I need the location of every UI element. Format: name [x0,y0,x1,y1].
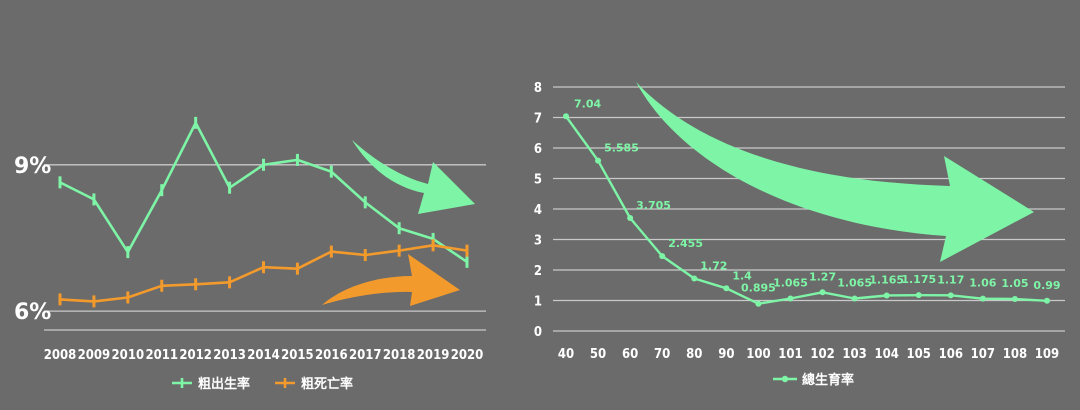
right-x-tick-label: 107 [971,347,995,362]
right-series-point [915,292,922,299]
right-x-tick-label: 105 [907,347,931,362]
right-x-tick-label: 108 [1003,347,1027,362]
right-y-tick-label: 2 [534,264,542,279]
right-data-label: 2.455 [668,237,703,250]
left-x-tick-label: 2015 [281,348,314,363]
right-series-point [851,295,858,302]
right-data-label: 1.065 [773,277,808,290]
right-series-point [627,214,634,221]
right-series-point [1011,295,1018,302]
right-y-tick-label: 5 [534,173,542,188]
left-x-tick-label: 2010 [112,348,145,363]
right-x-tick-label: 109 [1035,347,1059,362]
right-y-tick-label: 1 [534,295,542,310]
right-x-tick-label: 103 [842,347,866,362]
right-x-tick-label: 101 [778,347,802,362]
right-series-point [1044,297,1050,304]
left-chart-birth-death-rates: 9% 6% 2008 2009 2010 2011 2012 2013 2014 2015 2016… [14,116,486,392]
right-series-point [691,275,698,282]
right-y-tick-label: 3 [534,234,542,249]
right-data-label: 1.065 [837,277,872,290]
legend-label: 粗出生率 [198,376,250,392]
right-y-tick-label: 6 [534,142,542,157]
left-x-tick-label: 2008 [44,348,77,363]
left-x-tick-label: 2018 [383,348,416,363]
right-series-point [787,295,794,302]
right-x-tick-label: 70 [654,347,670,362]
right-trend-arrow [636,82,1034,262]
right-data-label: 1.175 [901,273,936,286]
right-data-label: 5.585 [604,142,639,155]
right-x-tick-label: 80 [686,347,702,362]
right-y-tick-label: 7 [534,112,542,127]
right-series-point [723,285,730,292]
left-x-tick-label: 2014 [247,348,280,363]
right-series-point [819,289,826,296]
right-x-tick-label: 104 [874,347,898,362]
left-series-line-0 [59,121,468,263]
left-axis: 9% 6% 2008 2009 2010 2011 2012 2013 2014 2015 2016… [14,154,483,363]
right-axis: 0 1 2 3 4 5 6 7 8 40 50 60 70 80 90 100 101 102 103 104 105 1… [534,81,1059,362]
right-x-tick-label: 60 [622,347,638,362]
right-data-label: 1.06 [969,277,996,290]
left-x-tick-label: 2013 [213,348,246,363]
right-legend: 總生育率 [773,372,854,388]
right-x-tick-label: 102 [810,347,834,362]
legend-label: 總生育率 [802,372,854,388]
legend-swatch-marker [781,375,789,383]
left-legend: 粗出生率 粗死亡率 [172,376,353,392]
right-data-label: 0.895 [741,282,776,295]
right-data-label: 3.705 [636,199,671,212]
right-y-tick-label: 4 [534,203,542,218]
right-x-tick-label: 100 [746,347,770,362]
right-x-tick-label: 40 [558,347,574,362]
right-data-label: 0.99 [1033,279,1060,292]
right-data-label: 1.4 [732,269,752,282]
left-series-line-1 [59,244,468,303]
left-trend-arrows [322,140,475,306]
right-series-point [755,300,762,307]
right-series-point [595,157,602,164]
right-y-tick-label: 8 [534,81,542,96]
right-series-point [563,113,569,120]
right-data-label: 1.05 [1001,277,1028,290]
right-series-point [883,292,890,299]
right-x-tick-label: 90 [718,347,734,362]
left-y-tick-label: 9% [14,154,51,179]
orange-up-arrow-icon [322,254,460,306]
left-x-tick-label: 2017 [349,348,382,363]
right-data-label: 1.17 [937,273,964,286]
right-data-label: 1.27 [809,270,836,283]
left-x-tick-label: 2009 [78,348,111,363]
right-y-tick-label: 0 [534,325,542,340]
left-y-tick-label: 6% [14,300,51,325]
left-x-tick-label: 2020 [451,348,484,363]
right-series-line [565,115,1048,305]
left-x-tick-label: 2011 [145,348,178,363]
left-series [58,116,469,308]
left-x-tick-label: 2016 [315,348,348,363]
right-x-tick-label: 50 [590,347,606,362]
right-series-point [947,292,954,299]
right-series-point [659,253,666,260]
left-x-tick-label: 2012 [179,348,212,363]
right-data-label: 1.72 [700,260,727,273]
right-data-label: 7.04 [574,97,601,110]
right-data-label: 1.165 [869,273,904,286]
green-big-down-arrow-icon [636,82,1034,262]
right-x-tick-label: 106 [939,347,963,362]
right-series-point [979,295,986,302]
legend-label: 粗死亡率 [301,376,353,392]
green-down-arrow-icon [352,140,475,214]
left-x-tick-label: 2019 [417,348,450,363]
